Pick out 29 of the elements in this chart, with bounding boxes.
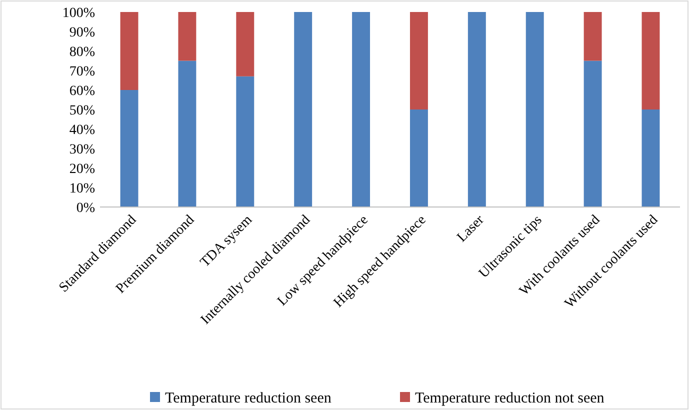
bar (120, 90, 138, 207)
bar (294, 12, 312, 207)
bar (236, 12, 254, 76)
bar (526, 12, 544, 207)
y-tick-label: 0% (76, 200, 96, 216)
bar (642, 12, 660, 110)
y-tick-label: 90% (69, 25, 96, 40)
y-tick-label: 60% (69, 84, 96, 99)
y-tick-label: 100% (62, 6, 96, 21)
bar (120, 12, 138, 90)
bar (352, 12, 370, 207)
bar (584, 12, 602, 61)
bar (178, 12, 196, 61)
y-tick-label: 50% (69, 103, 96, 118)
y-tick-label: 30% (69, 142, 96, 158)
y-tick-label: 40% (69, 122, 96, 138)
y-tick-label: 20% (69, 162, 96, 177)
bar (178, 60, 196, 207)
y-tick-label: 70% (69, 64, 96, 80)
legend-label: Temperature reduction seen (165, 390, 332, 406)
legend-label: Temperature reduction not seen (415, 390, 605, 406)
bar (410, 12, 428, 110)
bar (410, 110, 428, 207)
y-tick-label: 80% (69, 44, 96, 60)
bar (584, 60, 602, 207)
bar (642, 110, 660, 207)
bar (236, 76, 254, 207)
y-tick-label: 10% (69, 181, 96, 196)
bar (468, 12, 486, 207)
